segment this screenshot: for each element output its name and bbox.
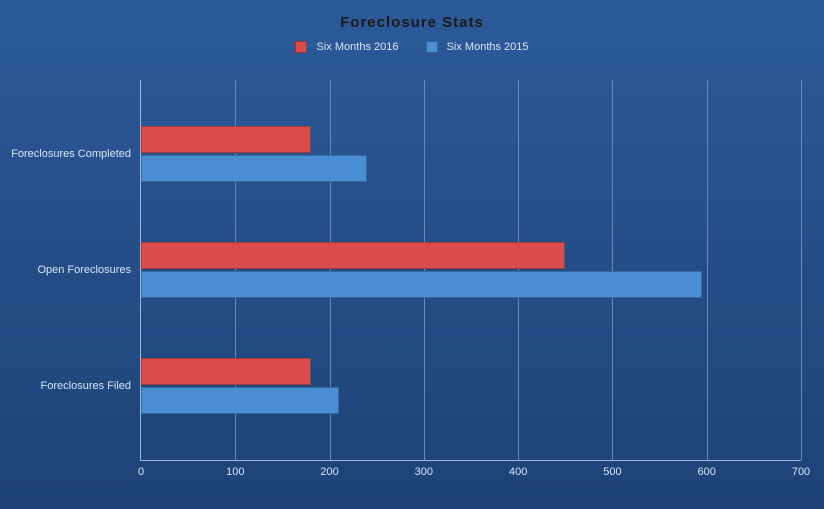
- bar: [141, 271, 702, 298]
- y-category-label: Foreclosures Filed: [1, 380, 131, 392]
- legend-item-2015: Six Months 2015: [426, 41, 529, 53]
- gridline: [518, 80, 519, 460]
- legend-swatch-2016: [295, 41, 307, 53]
- gridline: [424, 80, 425, 460]
- chart-title: Foreclosure Stats: [0, 0, 824, 31]
- x-tick-label: 0: [138, 466, 144, 478]
- bar: [141, 358, 311, 385]
- y-category-label: Open Foreclosures: [1, 264, 131, 276]
- bar: [141, 155, 367, 182]
- x-tick-label: 100: [226, 466, 244, 478]
- legend-label-2016: Six Months 2016: [317, 41, 399, 53]
- gridline: [707, 80, 708, 460]
- gridline: [612, 80, 613, 460]
- bar: [141, 387, 339, 414]
- x-tick-label: 500: [603, 466, 621, 478]
- bar: [141, 126, 311, 153]
- chart-container: Foreclosure Stats Six Months 2016 Six Mo…: [0, 0, 824, 509]
- plot-area: 0100200300400500600700Foreclosures Compl…: [140, 80, 801, 461]
- x-tick-label: 400: [509, 466, 527, 478]
- x-tick-label: 300: [415, 466, 433, 478]
- legend-item-2016: Six Months 2016: [295, 41, 398, 53]
- bar: [141, 242, 565, 269]
- x-tick-label: 200: [320, 466, 338, 478]
- y-category-label: Foreclosures Completed: [1, 148, 131, 160]
- legend-swatch-2015: [426, 41, 438, 53]
- x-tick-label: 700: [792, 466, 810, 478]
- legend-label-2015: Six Months 2015: [447, 41, 529, 53]
- gridline: [801, 80, 802, 460]
- x-tick-label: 600: [698, 466, 716, 478]
- legend: Six Months 2016 Six Months 2015: [0, 41, 824, 53]
